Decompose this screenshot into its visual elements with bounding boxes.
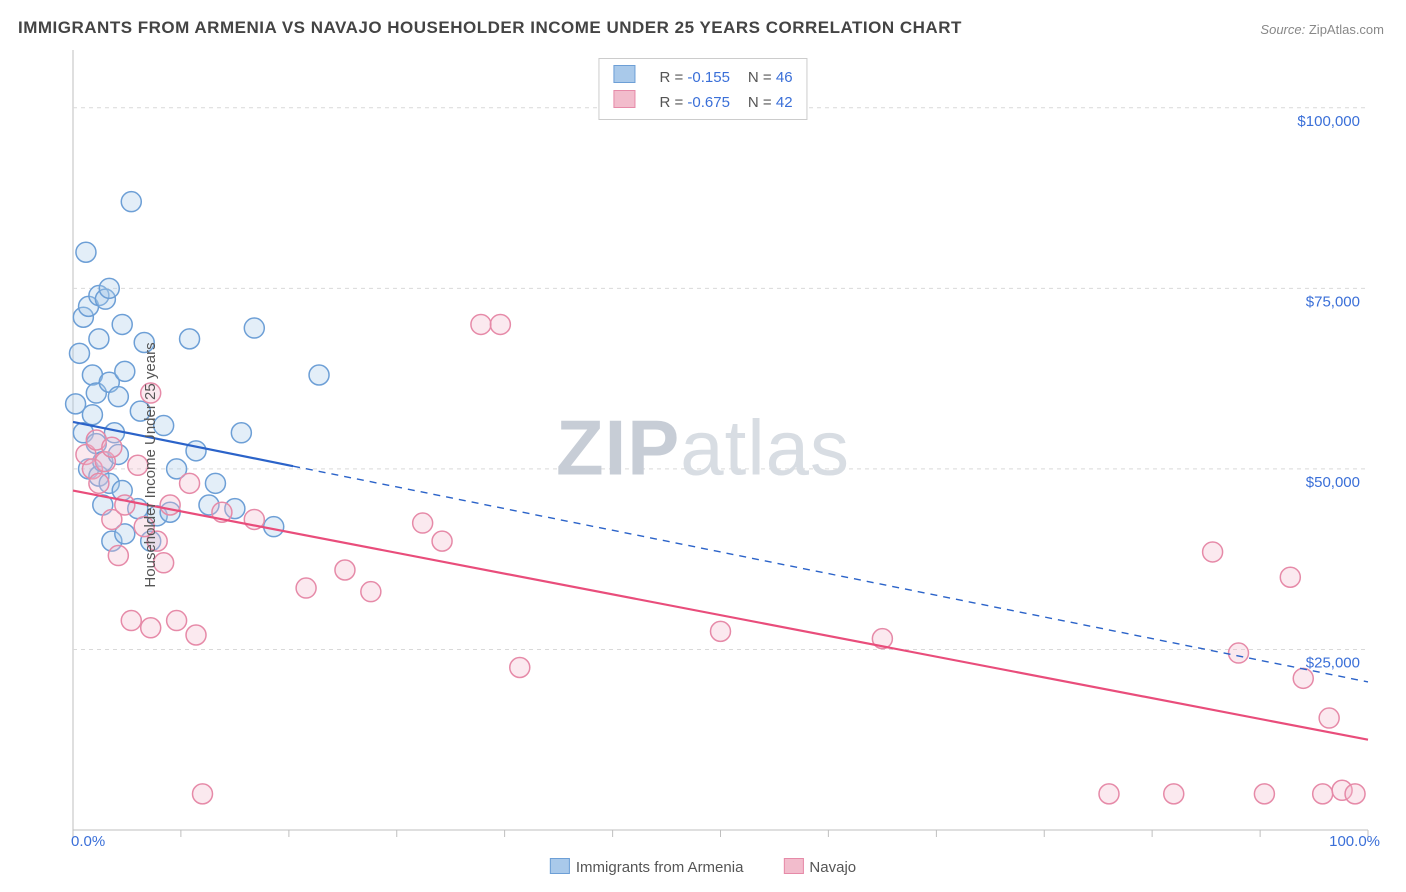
series-legend: Immigrants from Armenia Navajo [550, 858, 856, 876]
r-value-armenia: -0.155 [687, 69, 730, 86]
svg-text:$100,000: $100,000 [1297, 113, 1360, 130]
r-label: R = [659, 69, 683, 86]
legend-row-navajo: R = -0.675 N = 42 [613, 90, 792, 115]
y-axis-label: Householder Income Under 25 years [142, 342, 159, 587]
swatch-armenia [613, 65, 635, 83]
scatter-plot-svg: $25,000 $50,000 $75,000 $100,000 [18, 50, 1388, 880]
legend-row-armenia: R = -0.155 N = 46 [613, 65, 792, 90]
legend-item-navajo: Navajo [783, 858, 856, 876]
source-value: ZipAtlas.com [1309, 22, 1384, 37]
swatch-navajo-bottom [783, 858, 803, 874]
legend-item-armenia: Immigrants from Armenia [550, 858, 744, 876]
svg-text:$50,000: $50,000 [1306, 474, 1360, 491]
x-axis-end-label: 100.0% [1329, 833, 1380, 850]
correlation-legend: R = -0.155 N = 46 R = -0.675 N = 42 [598, 58, 807, 120]
chart-title: IMMIGRANTS FROM ARMENIA VS NAVAJO HOUSEH… [18, 18, 962, 38]
svg-text:$25,000: $25,000 [1306, 654, 1360, 671]
source-label: Source: [1260, 22, 1305, 37]
n-label: N = [748, 94, 772, 111]
chart-container: Householder Income Under 25 years ZIPatl… [18, 50, 1388, 880]
n-label: N = [748, 69, 772, 86]
source-attribution: Source: ZipAtlas.com [1260, 22, 1384, 37]
r-value-navajo: -0.675 [687, 94, 730, 111]
swatch-navajo [613, 90, 635, 108]
r-label: R = [659, 94, 683, 111]
x-axis-start-label: 0.0% [71, 833, 105, 850]
series-label-armenia: Immigrants from Armenia [576, 859, 744, 876]
swatch-armenia-bottom [550, 858, 570, 874]
n-value-navajo: 42 [776, 94, 793, 111]
series-label-navajo: Navajo [809, 859, 856, 876]
n-value-armenia: 46 [776, 69, 793, 86]
svg-text:$75,000: $75,000 [1306, 293, 1360, 310]
